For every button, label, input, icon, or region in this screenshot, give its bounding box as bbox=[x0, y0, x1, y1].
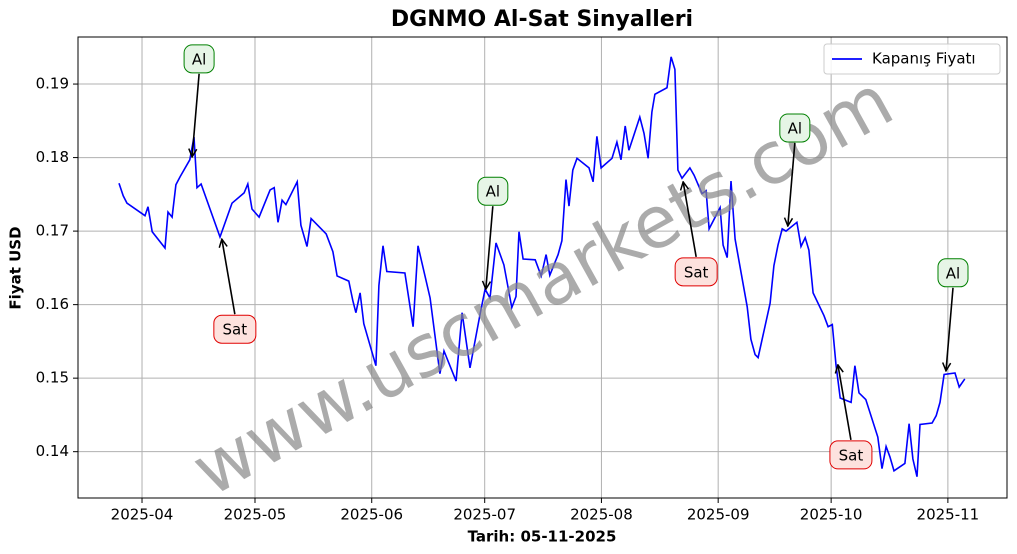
y-tick-label: 0.15 bbox=[36, 369, 69, 387]
price-line bbox=[118, 56, 966, 477]
annotation-box bbox=[937, 258, 969, 288]
y-tick-label: 0.17 bbox=[36, 222, 69, 240]
annotation-arrow bbox=[486, 206, 494, 289]
y-tick-label: 0.16 bbox=[36, 295, 69, 313]
x-tick-label: 2025-04 bbox=[111, 506, 174, 524]
annotation-label: Sat bbox=[684, 263, 709, 281]
annotation-box bbox=[477, 176, 509, 206]
annotation-box bbox=[183, 44, 215, 74]
chart-title: DGNMO Al-Sat Sinyalleri bbox=[391, 7, 693, 32]
y-axis-label: Fiyat USD bbox=[7, 226, 25, 309]
annotation-arrow bbox=[838, 365, 852, 441]
x-tick-label: 2025-09 bbox=[687, 506, 750, 524]
y-tick-label: 0.14 bbox=[36, 442, 69, 460]
annotation-label: Al bbox=[946, 264, 960, 282]
annotation-arrow bbox=[222, 239, 236, 315]
x-tick-label: 2025-07 bbox=[453, 506, 516, 524]
annotation-label: Sat bbox=[223, 321, 248, 339]
annotation-label: Al bbox=[192, 50, 206, 68]
x-axis-label: Tarih: 05-11-2025 bbox=[468, 528, 617, 546]
annotation-arrow bbox=[946, 287, 954, 371]
annotation-box bbox=[213, 314, 257, 344]
plot-frame bbox=[77, 36, 1008, 499]
x-tick-label: 2025-05 bbox=[224, 506, 287, 524]
x-tick-label: 2025-11 bbox=[917, 506, 980, 524]
legend-box bbox=[823, 43, 1001, 75]
annotation-label: Al bbox=[486, 183, 500, 201]
x-tick-label: 2025-10 bbox=[800, 506, 863, 524]
annotation-arrow bbox=[192, 73, 200, 157]
legend-label: Kapanış Fiyatı bbox=[872, 50, 976, 68]
annotation-label: Al bbox=[788, 119, 802, 137]
annotation-box bbox=[674, 257, 718, 287]
x-tick-label: 2025-06 bbox=[340, 506, 403, 524]
annotation-arrow bbox=[683, 182, 697, 257]
annotation-box bbox=[829, 440, 873, 470]
annotation-arrow bbox=[788, 142, 796, 226]
annotation-box bbox=[779, 113, 811, 143]
annotation-label: Sat bbox=[839, 446, 864, 464]
y-tick-label: 0.19 bbox=[36, 75, 69, 93]
y-tick-label: 0.18 bbox=[36, 148, 69, 166]
x-tick-label: 2025-08 bbox=[570, 506, 633, 524]
